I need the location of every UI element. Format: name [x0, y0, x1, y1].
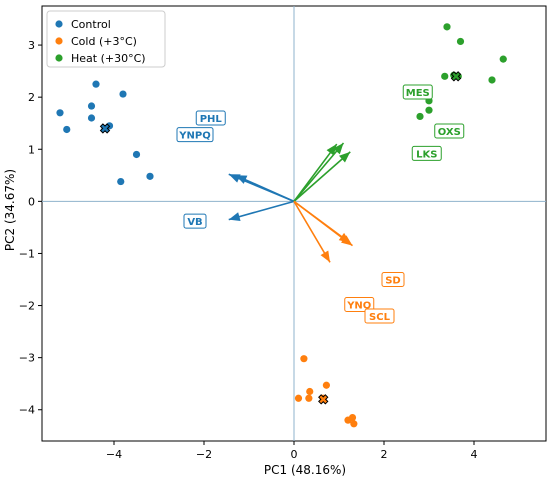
- loading-label-ynpq: YNPQ: [176, 127, 214, 143]
- point-cold: [305, 394, 313, 402]
- svg-text:PHL: PHL: [200, 114, 223, 125]
- point-heat: [441, 72, 449, 80]
- legend: Control Cold (+3°C) Heat (+30°C): [46, 10, 166, 68]
- x-tick-label: 4: [471, 448, 478, 461]
- loading-label-mes: MES: [402, 84, 433, 100]
- loading-label-phl: PHL: [195, 110, 226, 126]
- x-axis-label: PC1 (48.16%): [264, 463, 346, 477]
- y-tick-label: 0: [28, 195, 35, 208]
- point-control: [132, 150, 141, 159]
- x-tick-label: 2: [381, 448, 388, 461]
- point-cold: [348, 413, 357, 422]
- centroid-control: [99, 123, 111, 134]
- y-tick-label: 1: [28, 143, 35, 156]
- svg-text:YNO: YNO: [346, 301, 371, 312]
- point-heat: [443, 23, 451, 31]
- point-heat: [425, 106, 433, 114]
- legend-entry-heat: Heat (+30°C): [55, 52, 146, 65]
- svg-text:YNPQ: YNPQ: [178, 131, 210, 142]
- legend-label: Control: [71, 18, 111, 31]
- point-control: [119, 90, 127, 98]
- loading-arrow-vb: [228, 200, 295, 221]
- x-tick-label: −2: [196, 448, 212, 461]
- loading-label-oxs: OXS: [434, 123, 465, 139]
- point-control: [87, 114, 96, 122]
- point-control: [63, 125, 71, 134]
- legend-label: Heat (+30°C): [71, 52, 146, 65]
- point-control: [92, 80, 100, 88]
- legend-marker: [55, 20, 63, 28]
- point-cold: [350, 420, 358, 428]
- point-cold: [300, 355, 308, 363]
- loading-vectors: [228, 142, 353, 263]
- legend-entry-cold: Cold (+3°C): [55, 35, 137, 48]
- y-tick-label: 2: [28, 91, 35, 104]
- y-tick-label: −4: [19, 404, 35, 417]
- legend-entry-control: Control: [55, 18, 111, 31]
- loading-label-lks: LKS: [411, 145, 442, 161]
- x-tick-label: −4: [106, 448, 122, 461]
- svg-text:LKS: LKS: [416, 149, 437, 160]
- x-axis-ticks: −4 −2 0 2 4: [106, 441, 478, 461]
- loading-label-sd: SD: [381, 272, 405, 288]
- y-axis-ticks: −4 −3 −2 −1 0 1 2 3: [19, 39, 42, 417]
- centroid-heat: [450, 71, 462, 82]
- centroid-cold: [318, 394, 329, 405]
- svg-text:MES: MES: [406, 88, 430, 99]
- loading-label-scl: SCL: [364, 308, 395, 324]
- svg-text:SD: SD: [385, 276, 401, 287]
- legend-label: Cold (+3°C): [71, 35, 137, 48]
- svg-text:SCL: SCL: [369, 312, 391, 323]
- loading-arrow-yno: [293, 200, 351, 244]
- point-heat: [416, 112, 424, 121]
- point-control: [56, 109, 64, 117]
- legend-box: [46, 10, 166, 68]
- loading-label-vb: VB: [183, 213, 207, 229]
- x-tick-label: 0: [291, 448, 298, 461]
- loading-arrow-scl: [293, 200, 331, 263]
- y-tick-label: 3: [28, 39, 35, 52]
- y-tick-label: −2: [19, 300, 35, 313]
- legend-marker: [55, 37, 63, 45]
- legend-marker: [55, 54, 63, 62]
- y-axis-label: PC2 (34.67%): [3, 169, 17, 251]
- point-cold: [294, 394, 303, 402]
- loading-arrow-lks: [293, 143, 338, 202]
- svg-text:VB: VB: [187, 217, 202, 228]
- loading-arrow-ynpq: [228, 173, 295, 203]
- svg-text:OXS: OXS: [438, 127, 461, 138]
- loading-arrow-oxs: [293, 151, 351, 202]
- y-tick-label: −3: [19, 352, 35, 365]
- point-heat: [488, 76, 496, 84]
- point-control: [146, 172, 154, 180]
- centroid-markers: [99, 71, 462, 405]
- point-control: [117, 177, 125, 186]
- point-heat: [499, 55, 507, 63]
- point-cold: [306, 387, 314, 396]
- point-control: [87, 102, 96, 110]
- y-tick-label: −1: [19, 247, 35, 260]
- loading-label-yno: YNO: [344, 297, 375, 313]
- point-cold: [322, 381, 330, 389]
- point-heat: [456, 37, 465, 46]
